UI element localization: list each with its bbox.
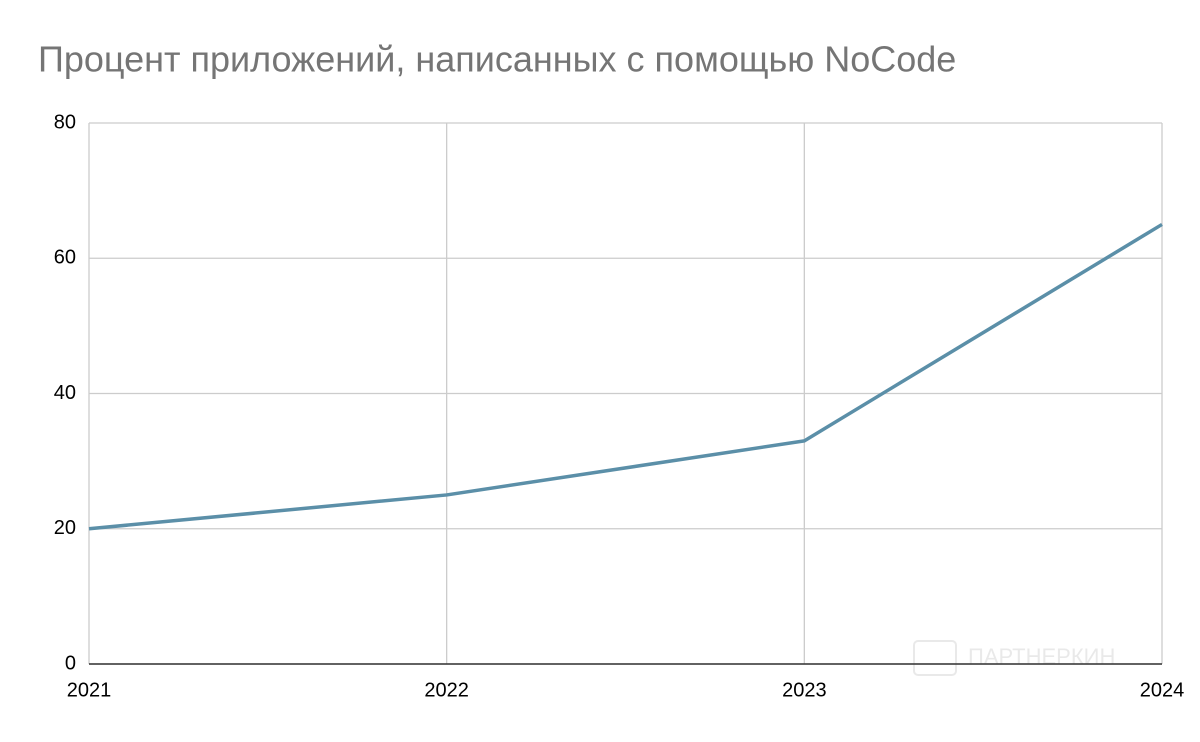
x-tick-label: 2024: [1140, 679, 1185, 701]
watermark-text: ПАРТНЕРКИН: [968, 644, 1115, 669]
data-line: [88, 222, 1163, 531]
watermark-icon: [913, 640, 957, 676]
y-tick-label: 60: [54, 247, 76, 269]
y-tick-label: 20: [54, 517, 76, 539]
x-tick-label: 2023: [782, 679, 827, 701]
y-tick-label: 80: [54, 111, 76, 133]
x-tick-label: 2022: [424, 679, 469, 701]
chart-title: Процент приложений, написанных с помощью…: [38, 39, 956, 80]
x-tick-label: 2021: [67, 679, 112, 701]
y-tick-label: 40: [54, 382, 76, 404]
y-tick-label: 0: [65, 652, 76, 674]
